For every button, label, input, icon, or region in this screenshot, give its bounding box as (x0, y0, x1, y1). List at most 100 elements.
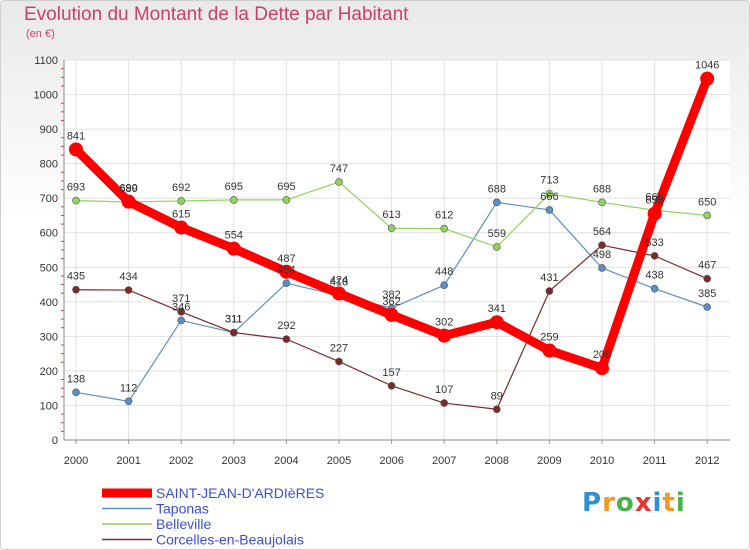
y-tick-label: 300 (40, 331, 58, 343)
series-point (384, 307, 399, 322)
data-label: 362 (382, 296, 400, 308)
series-point (177, 316, 185, 325)
x-tick-label: 2002 (169, 455, 193, 467)
data-label: 89 (491, 390, 503, 402)
data-label: 666 (540, 191, 558, 203)
series-point (124, 286, 133, 294)
series-point (226, 241, 241, 256)
data-label: 689 (119, 183, 137, 195)
series-point (440, 224, 449, 233)
data-label: 454 (277, 264, 295, 276)
data-label: 487 (277, 253, 295, 265)
data-label: 208 (593, 349, 611, 361)
x-tick-label: 2006 (379, 455, 403, 467)
series-point (72, 196, 80, 205)
logo-letter: i (652, 488, 663, 518)
plot-area (64, 60, 730, 440)
series-point (703, 303, 712, 311)
data-label: 613 (382, 209, 400, 221)
data-label: 695 (277, 181, 295, 193)
series-point (545, 287, 554, 295)
data-label: 302 (435, 317, 453, 329)
data-label: 564 (593, 226, 611, 238)
legend-label: Taponas (156, 501, 209, 517)
x-tick-label: 2007 (432, 455, 456, 467)
data-label: 371 (172, 293, 190, 305)
data-label: 311 (225, 314, 243, 326)
series-point (279, 264, 294, 279)
data-label: 692 (172, 182, 190, 194)
series-point (598, 198, 606, 207)
x-tick-label: 2003 (222, 455, 246, 467)
data-label: 695 (225, 181, 243, 193)
data-label: 665 (645, 191, 663, 203)
series-point (598, 241, 606, 249)
logo-letter: i (675, 488, 686, 518)
series-point (282, 279, 291, 287)
series-point (545, 206, 554, 214)
logo-letter: r (602, 488, 616, 518)
data-label: 292 (277, 320, 295, 332)
legend-label: Corcelles-en-Beaujolais (156, 532, 304, 548)
data-label: 498 (593, 249, 611, 261)
x-tick-label: 2000 (64, 455, 88, 467)
data-label: 559 (488, 228, 506, 240)
data-label: 424 (330, 275, 348, 287)
series-point (282, 335, 291, 343)
series-point (650, 284, 659, 293)
series-point (121, 194, 136, 209)
series-point (703, 211, 712, 220)
series-point (177, 197, 185, 205)
data-label: 554 (225, 230, 243, 242)
series-point (282, 196, 291, 204)
data-label: 690 (119, 183, 137, 195)
series-point (700, 71, 715, 86)
y-tick-label: 600 (40, 228, 58, 240)
data-label: 107 (435, 384, 453, 396)
y-tick-label: 700 (40, 193, 58, 205)
data-label: 431 (540, 272, 558, 284)
legend-label: SAINT-JEAN-D'ARDIèRES (156, 485, 324, 501)
series-point (492, 243, 501, 251)
y-tick-label: 100 (40, 400, 58, 412)
series-point (230, 196, 238, 204)
data-label: 448 (435, 266, 453, 278)
data-label: 434 (119, 271, 137, 283)
series-point (335, 357, 343, 366)
series-point (440, 399, 449, 407)
y-tick-label: 500 (40, 262, 58, 274)
y-tick-label: 1100 (34, 55, 58, 67)
data-label: 346 (172, 301, 190, 313)
logo-letter: o (615, 488, 635, 518)
series-point (492, 405, 501, 414)
data-label: 112 (120, 382, 138, 394)
x-tick-label: 2012 (695, 455, 719, 467)
y-tick-label: 0 (52, 435, 58, 447)
x-tick-label: 2009 (537, 455, 561, 467)
data-label: 693 (67, 182, 85, 194)
series-point (387, 381, 396, 390)
data-label: 533 (645, 237, 663, 249)
data-label: 385 (698, 288, 716, 300)
data-label: 259 (540, 332, 558, 344)
data-label: 341 (488, 303, 506, 315)
data-label: 612 (435, 210, 453, 222)
series-point (174, 220, 189, 235)
data-label: 688 (593, 183, 611, 195)
series-point (72, 285, 80, 294)
series-point (542, 343, 557, 358)
series-point (437, 328, 452, 343)
data-label: 841 (67, 130, 85, 142)
series-point (230, 328, 238, 337)
proxiti-logo: Proxiti (582, 488, 686, 518)
series-point (440, 281, 449, 290)
logo-letter: x (634, 488, 653, 518)
series-point (598, 264, 606, 272)
x-tick-label: 2005 (327, 455, 351, 467)
data-label: 713 (540, 175, 558, 187)
series-point (69, 142, 83, 157)
logo-letter: t (662, 488, 676, 518)
data-label: 382 (382, 289, 400, 301)
legend-label: Belleville (156, 516, 211, 532)
